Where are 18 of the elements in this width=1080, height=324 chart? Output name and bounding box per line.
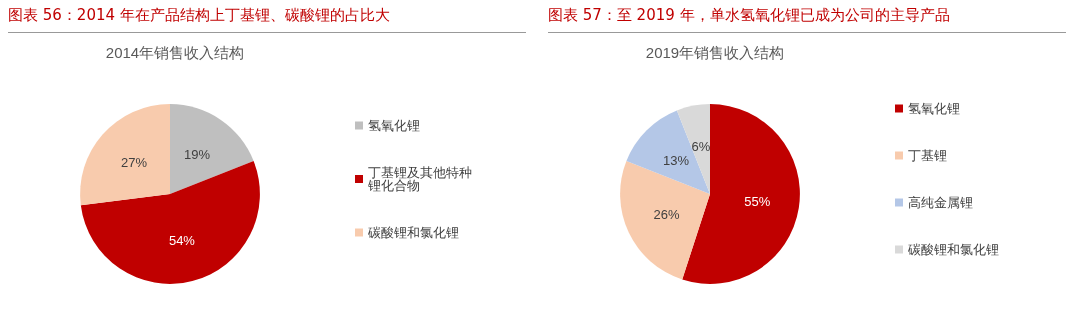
legend-label: 丁基锂 bbox=[908, 148, 947, 163]
data-label: 54% bbox=[168, 232, 196, 248]
legend-label: 丁基锂及其他特种锂化合物 bbox=[367, 165, 472, 193]
legend-label: 氢氧化锂 bbox=[908, 101, 960, 116]
legend-label: 碳酸锂和氯化锂 bbox=[367, 225, 459, 240]
chart-title: 图表 57：至 2019 年，单水氢氧化锂已成为公司的主导产品 bbox=[548, 6, 1066, 33]
data-label: 55% bbox=[744, 194, 771, 209]
data-label: 27% bbox=[121, 154, 148, 170]
chart-title: 图表 56：2014 年在产品结构上丁基锂、碳酸锂的占比大 bbox=[8, 6, 526, 33]
legend-label: 高纯金属锂 bbox=[908, 195, 973, 210]
data-label: 19% bbox=[183, 146, 211, 162]
data-label: 26% bbox=[653, 206, 681, 222]
chart-subtitle: 2014年销售收入结构 bbox=[105, 44, 245, 61]
legend-label: 氢氧化锂 bbox=[368, 118, 420, 133]
legend-label: 碳酸锂和氯化锂 bbox=[907, 242, 999, 257]
chart-subtitle: 2019年销售收入结构 bbox=[645, 44, 785, 61]
data-label: 6% bbox=[691, 139, 711, 155]
data-label: 13% bbox=[663, 152, 690, 168]
